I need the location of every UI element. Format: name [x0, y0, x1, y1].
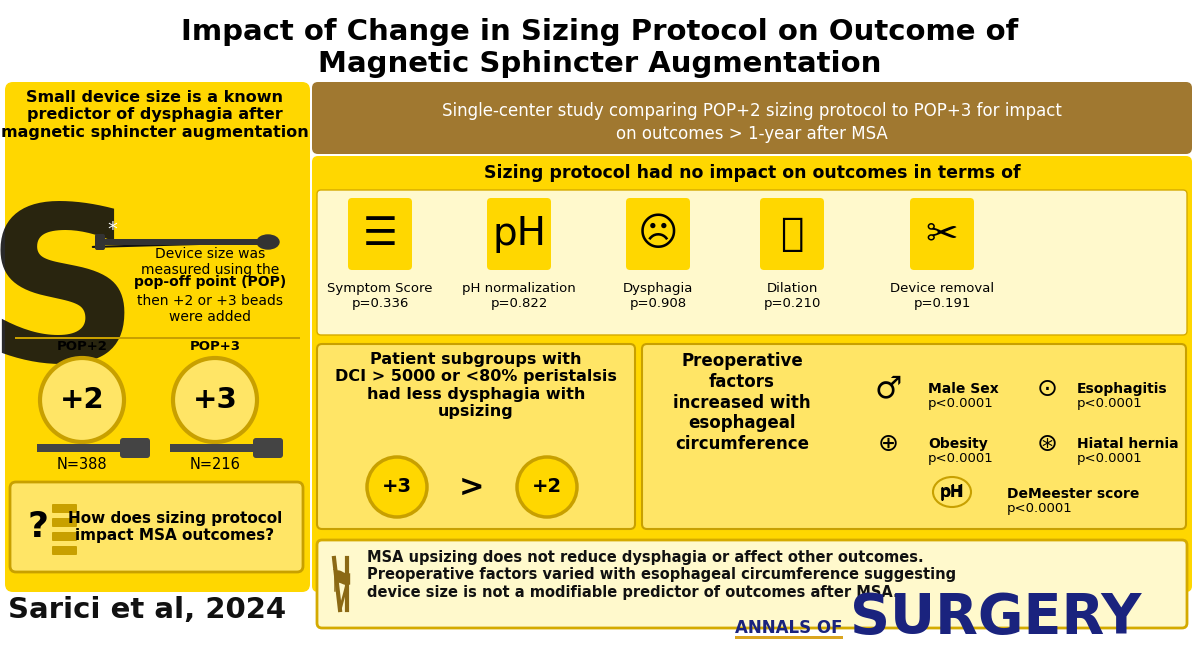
Text: Preoperative
factors
increased with
esophageal
circumference: Preoperative factors increased with esop… — [673, 352, 811, 453]
Circle shape — [173, 358, 257, 442]
Text: Small device size is a known
predictor of dysphagia after
magnetic sphincter aug: Small device size is a known predictor o… — [1, 90, 308, 140]
Circle shape — [517, 457, 577, 517]
Text: Symptom Score: Symptom Score — [328, 282, 433, 295]
Text: Hiatal hernia: Hiatal hernia — [1078, 437, 1178, 451]
Text: Sarici et al, 2024: Sarici et al, 2024 — [8, 596, 286, 624]
Text: p<0.0001: p<0.0001 — [1007, 502, 1073, 515]
Text: DeMeester score: DeMeester score — [1007, 487, 1139, 501]
Text: Magnetic Sphincter Augmentation: Magnetic Sphincter Augmentation — [318, 50, 882, 78]
FancyBboxPatch shape — [317, 190, 1187, 335]
FancyBboxPatch shape — [120, 438, 150, 458]
Text: S: S — [0, 198, 139, 407]
Text: +2: +2 — [60, 386, 104, 414]
Text: p=0.822: p=0.822 — [491, 297, 547, 310]
Text: p=0.210: p=0.210 — [763, 297, 821, 310]
Text: pH normalization: pH normalization — [462, 282, 576, 295]
Text: ⫿: ⫿ — [780, 215, 804, 253]
Circle shape — [40, 358, 124, 442]
Text: Device removal: Device removal — [890, 282, 994, 295]
FancyBboxPatch shape — [626, 198, 690, 270]
Text: pH: pH — [940, 484, 964, 499]
FancyBboxPatch shape — [760, 198, 824, 270]
Text: ✂: ✂ — [925, 215, 959, 253]
FancyBboxPatch shape — [253, 438, 283, 458]
Text: pH: pH — [492, 215, 546, 253]
Text: MSA upsizing does not reduce dysphagia or affect other outcomes.
Preoperative fa: MSA upsizing does not reduce dysphagia o… — [367, 550, 956, 600]
Text: POP+2: POP+2 — [56, 340, 108, 353]
Text: ⚑: ⚑ — [329, 570, 355, 599]
Text: POP+3: POP+3 — [190, 340, 240, 353]
FancyBboxPatch shape — [642, 344, 1186, 529]
Text: +2: +2 — [532, 478, 562, 497]
Text: ⊛: ⊛ — [1037, 432, 1057, 456]
Text: p=0.191: p=0.191 — [913, 297, 971, 310]
Text: Patient subgroups with
DCI > 5000 or <80% peristalsis
had less dysphagia with
up: Patient subgroups with DCI > 5000 or <80… — [335, 352, 617, 419]
Text: Dilation: Dilation — [767, 282, 817, 295]
FancyBboxPatch shape — [348, 198, 412, 270]
Text: Esophagitis: Esophagitis — [1078, 382, 1168, 396]
Bar — [170, 444, 260, 452]
Ellipse shape — [257, 235, 278, 249]
Text: Device size was
measured using the: Device size was measured using the — [140, 247, 280, 277]
Text: p<0.0001: p<0.0001 — [1078, 397, 1142, 410]
Text: p=0.336: p=0.336 — [352, 297, 409, 310]
FancyBboxPatch shape — [52, 504, 77, 513]
Text: Dysphagia: Dysphagia — [623, 282, 694, 295]
Bar — [14, 337, 300, 339]
FancyBboxPatch shape — [52, 546, 77, 555]
Text: +3: +3 — [382, 478, 412, 497]
Text: ⊕: ⊕ — [877, 432, 899, 456]
Text: pH: pH — [940, 483, 965, 501]
Bar — [734, 636, 842, 639]
FancyBboxPatch shape — [10, 482, 302, 572]
Text: pop-off point (POP): pop-off point (POP) — [134, 275, 286, 289]
Text: p=0.908: p=0.908 — [630, 297, 686, 310]
Text: p<0.0001: p<0.0001 — [928, 452, 994, 465]
Text: +3: +3 — [192, 386, 238, 414]
FancyBboxPatch shape — [5, 82, 310, 592]
FancyBboxPatch shape — [95, 234, 106, 250]
FancyBboxPatch shape — [52, 518, 77, 527]
Text: ☰: ☰ — [362, 215, 397, 253]
FancyBboxPatch shape — [317, 540, 1187, 628]
Circle shape — [367, 457, 427, 517]
Text: p<0.0001: p<0.0001 — [928, 397, 994, 410]
Text: SURGERY: SURGERY — [850, 591, 1141, 645]
Text: N=216: N=216 — [190, 457, 240, 472]
Text: How does sizing protocol
impact MSA outcomes?: How does sizing protocol impact MSA outc… — [68, 510, 282, 543]
Text: p<0.0001: p<0.0001 — [1078, 452, 1142, 465]
Text: then +2 or +3 beads
were added: then +2 or +3 beads were added — [137, 294, 283, 324]
Text: ⊙: ⊙ — [1037, 377, 1057, 401]
Text: on outcomes > 1-year after MSA: on outcomes > 1-year after MSA — [616, 125, 888, 143]
Text: ANNALS OF: ANNALS OF — [734, 619, 842, 637]
Text: Single-center study comparing POP+2 sizing protocol to POP+3 for impact: Single-center study comparing POP+2 sizi… — [442, 102, 1062, 120]
Text: Obesity: Obesity — [928, 437, 988, 451]
Text: >: > — [460, 472, 485, 501]
FancyBboxPatch shape — [317, 344, 635, 529]
FancyBboxPatch shape — [910, 198, 974, 270]
Text: ?: ? — [28, 510, 48, 544]
Text: ☹: ☹ — [637, 215, 678, 253]
Text: ♂: ♂ — [875, 374, 901, 403]
FancyBboxPatch shape — [312, 156, 1192, 592]
Bar — [100, 239, 265, 245]
Text: N=388: N=388 — [56, 457, 107, 472]
FancyBboxPatch shape — [52, 532, 77, 541]
Bar — [37, 444, 127, 452]
Text: Impact of Change in Sizing Protocol on Outcome of: Impact of Change in Sizing Protocol on O… — [181, 18, 1019, 46]
Ellipse shape — [934, 477, 971, 507]
FancyBboxPatch shape — [312, 82, 1192, 154]
Text: *: * — [107, 221, 116, 240]
Text: Male Sex: Male Sex — [928, 382, 998, 396]
FancyBboxPatch shape — [487, 198, 551, 270]
Text: Sizing protocol had no impact on outcomes in terms of: Sizing protocol had no impact on outcome… — [484, 164, 1020, 182]
